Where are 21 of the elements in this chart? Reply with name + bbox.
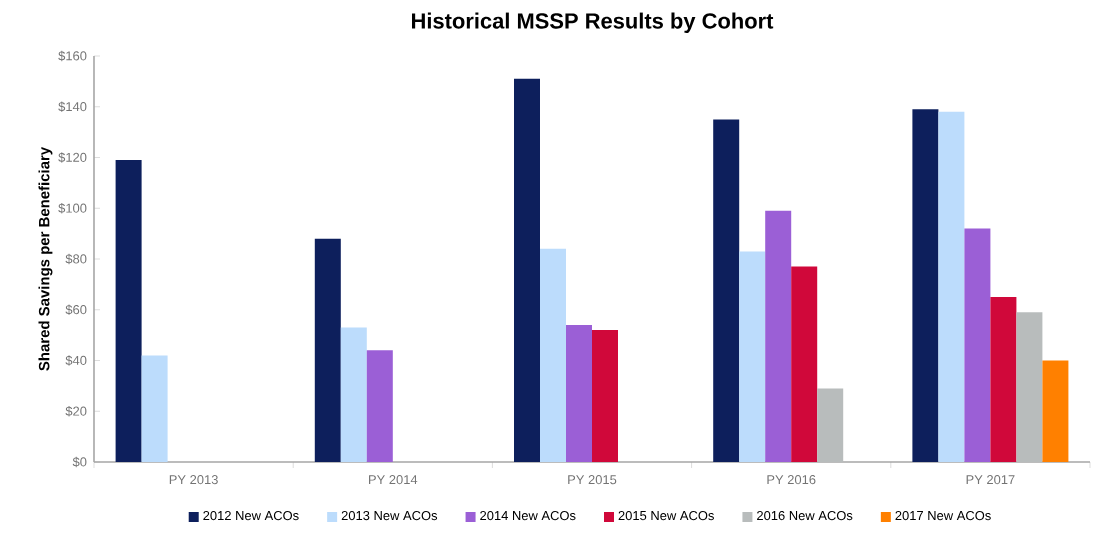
- bar: [713, 119, 740, 462]
- bar: [540, 248, 566, 462]
- bar: [592, 330, 618, 462]
- bar: [141, 355, 168, 462]
- bar: [938, 111, 965, 462]
- bar: [791, 266, 818, 462]
- bar: [1016, 312, 1043, 462]
- bar: [765, 210, 792, 462]
- bar: [566, 324, 592, 462]
- bar: [1042, 360, 1069, 462]
- bar: [817, 388, 844, 462]
- bar: [366, 350, 393, 462]
- bar: [990, 297, 1017, 462]
- bar: [514, 78, 540, 462]
- chart-title: Historical MSSP Results by Cohort: [412, 12, 774, 33]
- bar: [340, 327, 367, 462]
- bar: [115, 160, 142, 462]
- bar: [912, 109, 939, 462]
- bar: [739, 251, 766, 462]
- bar: [964, 228, 991, 462]
- bar: [314, 238, 341, 462]
